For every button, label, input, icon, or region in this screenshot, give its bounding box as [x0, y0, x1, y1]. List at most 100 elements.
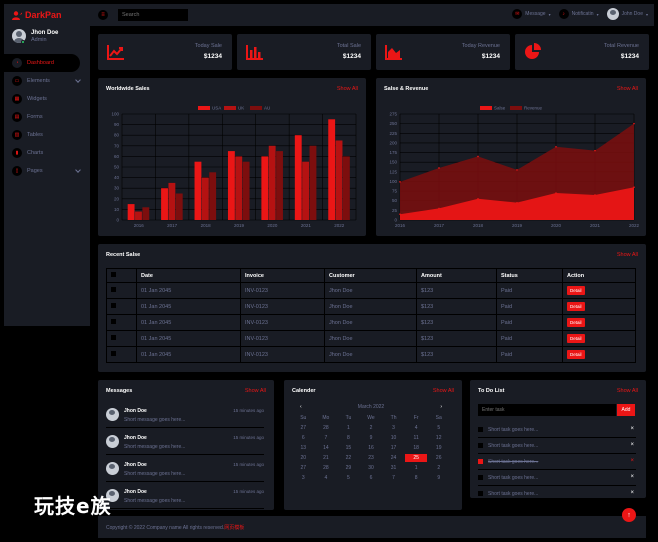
calendar-day[interactable]: 4: [324, 475, 328, 481]
show-all-link[interactable]: Show All: [432, 388, 454, 394]
row-select-cell[interactable]: [106, 298, 137, 315]
calendar-day[interactable]: 23: [368, 455, 374, 461]
detail-button[interactable]: Detail: [567, 318, 585, 327]
show-all-link[interactable]: Show All: [616, 252, 638, 258]
message-item[interactable]: Jhon Doe 15 minutes ago Short message goes…: [106, 429, 264, 455]
select-all-checkbox[interactable]: [111, 272, 116, 277]
row-select-cell[interactable]: [106, 330, 137, 347]
row-select-cell[interactable]: [106, 346, 137, 363]
calendar-day[interactable]: 29: [345, 465, 352, 471]
calendar-day[interactable]: 8: [414, 475, 418, 481]
footer-link[interactable]: 网页模板: [224, 525, 245, 531]
calendar-day[interactable]: 19: [435, 445, 442, 451]
row-checkbox[interactable]: [111, 319, 116, 324]
calendar-day[interactable]: 3: [301, 475, 305, 481]
calendar-day[interactable]: 15: [345, 445, 352, 451]
close-icon[interactable]: ×: [630, 442, 634, 448]
sidebar-item-dashboard[interactable]: ◔ Dashboard: [4, 54, 80, 72]
calendar-day[interactable]: 20: [300, 455, 307, 461]
select-all-cell[interactable]: [106, 268, 137, 283]
show-all-link[interactable]: Show All: [336, 86, 358, 92]
search-input[interactable]: [118, 9, 188, 21]
calendar-day[interactable]: 2: [369, 425, 373, 431]
sidebar-item-pages[interactable]: ▯ Pages: [4, 162, 90, 180]
row-checkbox[interactable]: [111, 351, 116, 356]
calendar-day-selected[interactable]: 25: [404, 454, 428, 462]
calendar-day[interactable]: 27: [300, 465, 307, 471]
close-icon[interactable]: ×: [630, 490, 634, 496]
calendar-day[interactable]: 17: [390, 445, 397, 451]
notification-menu[interactable]: ♪ Notificatin ▾: [558, 9, 599, 19]
add-task-button[interactable]: Add: [617, 404, 635, 416]
todo-checkbox[interactable]: [478, 475, 483, 480]
calendar-day[interactable]: 11: [413, 435, 419, 441]
calendar-day[interactable]: 26: [435, 455, 442, 461]
calendar-day[interactable]: 22: [345, 455, 352, 461]
close-icon[interactable]: ×: [630, 474, 634, 480]
back-to-top-button[interactable]: ↑: [622, 508, 636, 522]
calendar-day[interactable]: 1: [414, 465, 418, 471]
calendar-day[interactable]: 7: [324, 435, 328, 441]
calendar-day[interactable]: 13: [300, 445, 307, 451]
sidebar-item-tables[interactable]: ▥ Tables: [4, 126, 90, 144]
todo-checkbox[interactable]: [478, 491, 483, 496]
close-icon[interactable]: ×: [630, 426, 634, 432]
detail-button[interactable]: Detail: [567, 350, 585, 359]
calendar-day[interactable]: 3: [392, 425, 395, 431]
show-all-link[interactable]: Show All: [616, 388, 638, 394]
calendar-day[interactable]: 18: [413, 445, 419, 451]
calendar-next-button[interactable]: ›: [440, 404, 442, 410]
detail-button[interactable]: Detail: [567, 302, 585, 311]
show-all-link[interactable]: Show All: [244, 388, 266, 394]
calendar-day[interactable]: 7: [392, 475, 395, 481]
calendar-day[interactable]: 30: [368, 465, 374, 471]
calendar-day[interactable]: 5: [437, 425, 441, 431]
calendar-day[interactable]: 2: [437, 465, 441, 471]
calendar-day[interactable]: 28: [323, 425, 329, 431]
row-select-cell[interactable]: [106, 314, 137, 331]
calendar-day[interactable]: 9: [369, 435, 373, 441]
calendar-day[interactable]: 28: [323, 465, 329, 471]
calendar-day[interactable]: 24: [390, 455, 397, 461]
calendar-day[interactable]: 5: [347, 475, 350, 481]
calendar-day[interactable]: 16: [368, 445, 374, 451]
calendar-day[interactable]: 10: [390, 435, 397, 441]
detail-button[interactable]: Detail: [567, 334, 585, 343]
calendar-day[interactable]: 1: [347, 425, 350, 431]
calendar-day[interactable]: 31: [390, 465, 397, 471]
brand-logo[interactable]: DarkPan: [12, 10, 62, 20]
calendar-day[interactable]: 4: [414, 425, 418, 431]
calendar-prev-button[interactable]: ‹: [300, 404, 302, 410]
calendar-day[interactable]: 9: [437, 475, 441, 481]
todo-checkbox[interactable]: [478, 443, 483, 448]
message-item[interactable]: Jhon Doe 15 minutes ago Short message goes…: [106, 483, 264, 509]
sidebar-toggle-button[interactable]: ≡: [98, 10, 108, 20]
sidebar-item-elements[interactable]: ▭ Elements: [4, 72, 90, 90]
todo-checkbox[interactable]: [478, 459, 483, 464]
row-checkbox[interactable]: [111, 303, 116, 308]
row-checkbox[interactable]: [111, 335, 116, 340]
todo-checkbox[interactable]: [478, 427, 483, 432]
sidebar-item-widgets[interactable]: ▦ Widgets: [4, 90, 90, 108]
calendar-day[interactable]: 6: [369, 475, 373, 481]
calendar-day[interactable]: 12: [435, 435, 442, 441]
calendar-day[interactable]: 21: [323, 455, 329, 461]
todo-input[interactable]: [478, 404, 616, 416]
bar-au: [209, 172, 217, 220]
calendar-day[interactable]: 27: [300, 425, 307, 431]
show-all-link[interactable]: Show All: [616, 86, 638, 92]
message-menu[interactable]: ✉ Message ▾: [512, 9, 551, 19]
detail-button[interactable]: Detail: [567, 286, 585, 295]
calendar-day[interactable]: 14: [323, 445, 329, 451]
message-item[interactable]: Jhon Doe 15 minutes ago Short message goes…: [106, 402, 264, 428]
sidebar-item-charts[interactable]: ▮ Charts: [4, 144, 90, 162]
user-menu[interactable]: John Doe ▾: [606, 8, 648, 20]
row-checkbox[interactable]: [111, 287, 116, 292]
cell-invoice: INV-0123: [240, 298, 325, 315]
sidebar-item-forms[interactable]: ▤ Forms: [4, 108, 90, 126]
calendar-day[interactable]: 6: [301, 435, 305, 441]
row-select-cell[interactable]: [106, 282, 137, 299]
message-item[interactable]: Jhon Doe 15 minutes ago Short message goes…: [106, 456, 264, 482]
calendar-day[interactable]: 8: [347, 435, 350, 441]
close-icon[interactable]: ×: [630, 458, 634, 464]
